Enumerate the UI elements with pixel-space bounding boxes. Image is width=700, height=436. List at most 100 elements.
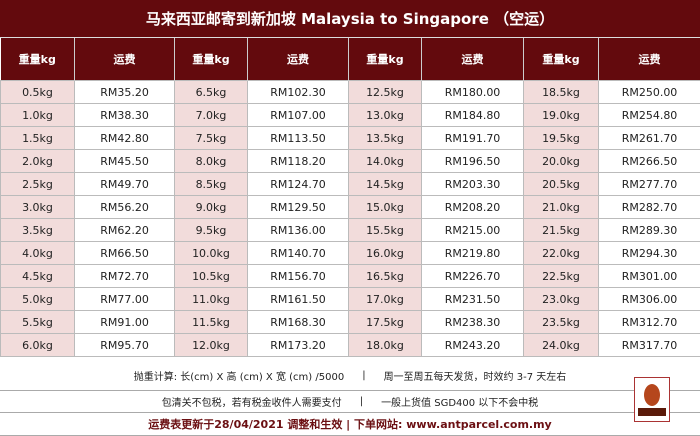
weight-cell: 19.5kg: [523, 126, 599, 150]
price-cell: RM91.00: [74, 310, 175, 334]
shipping-schedule: 周一至周五每天发货，时效约 3-7 天左右: [383, 371, 567, 383]
price-cell: RM180.00: [421, 80, 524, 104]
tax-threshold: 一般上货值 SGD400 以下不会中税: [381, 398, 539, 409]
weight-cell: 5.5kg: [0, 310, 75, 334]
weight-cell: 20.5kg: [523, 172, 599, 196]
price-cell: RM196.50: [421, 149, 524, 173]
separator: |: [359, 396, 364, 407]
weight-cell: 23.0kg: [523, 287, 599, 311]
weight-cell: 1.5kg: [0, 126, 75, 150]
weight-cell: 16.0kg: [348, 241, 422, 265]
weight-cell: 6.0kg: [0, 333, 75, 357]
weight-cell: 22.0kg: [523, 241, 599, 265]
weight-cell: 9.5kg: [174, 218, 248, 242]
price-cell: RM102.30: [247, 80, 349, 104]
weight-cell: 2.5kg: [0, 172, 75, 196]
price-cell: RM266.50: [598, 149, 700, 173]
price-cell: RM306.00: [598, 287, 700, 311]
price-cell: RM38.30: [74, 103, 175, 127]
page-title: 马来西亚邮寄到新加坡 Malaysia to Singapore （空运）: [0, 0, 700, 38]
table-row: 3.5kg RM62.20 9.5kg RM136.00 15.5kg RM215.00 2…: [0, 218, 700, 242]
table-row: 5.0kg RM77.00 11.0kg RM161.50 17.0kg RM231.50…: [0, 287, 700, 311]
weight-cell: 3.0kg: [0, 195, 75, 219]
table-row: 0.5kg RM35.20 6.5kg RM102.30 12.5kg RM180.00 1…: [0, 80, 700, 104]
price-cell: RM184.80: [421, 103, 524, 127]
price-cell: RM231.50: [421, 287, 524, 311]
weight-cell: 6.5kg: [174, 80, 248, 104]
weight-cell: 20.0kg: [523, 149, 599, 173]
table-row: 1.0kg RM38.30 7.0kg RM107.00 13.0kg RM184.80 1…: [0, 103, 700, 127]
weight-cell: 21.5kg: [523, 218, 599, 242]
table-row: 3.0kg RM56.20 9.0kg RM129.50 15.0kg RM208.20 2…: [0, 195, 700, 219]
weight-cell: 10.0kg: [174, 241, 248, 265]
price-cell: RM129.50: [247, 195, 349, 219]
price-cell: RM282.70: [598, 195, 700, 219]
weight-cell: 0.5kg: [0, 80, 75, 104]
price-cell: RM219.80: [421, 241, 524, 265]
weight-cell: 23.5kg: [523, 310, 599, 334]
weight-cell: 15.0kg: [348, 195, 422, 219]
column-header-weight: 重量kg: [348, 38, 422, 81]
separator: |: [362, 369, 366, 381]
price-cell: RM118.20: [247, 149, 349, 173]
price-cell: RM95.70: [74, 333, 175, 357]
weight-cell: 1.0kg: [0, 103, 75, 127]
price-cell: RM45.50: [74, 149, 175, 173]
weight-cell: 13.0kg: [348, 103, 422, 127]
column-header-price: 运费: [598, 38, 700, 81]
price-cell: RM238.30: [421, 310, 524, 334]
weight-cell: 11.0kg: [174, 287, 248, 311]
weight-cell: 22.5kg: [523, 264, 599, 288]
price-cell: RM243.20: [421, 333, 524, 357]
price-cell: RM312.70: [598, 310, 700, 334]
weight-cell: 21.0kg: [523, 195, 599, 219]
rate-table: 重量kg 运费 重量kg 运费 重量kg 运费 重量kg 运费 0.5kg RM35.20 6.5…: [0, 38, 700, 357]
price-cell: RM168.30: [247, 310, 349, 334]
weight-cell: 4.5kg: [0, 264, 75, 288]
price-cell: RM107.00: [247, 103, 349, 127]
footer-line-2: 包清关不包税，若有税金收件人需要支付 | 一般上货值 SGD400 以下不会中税: [0, 391, 700, 413]
weight-cell: 17.0kg: [348, 287, 422, 311]
price-cell: RM250.00: [598, 80, 700, 104]
table-row: 6.0kg RM95.70 12.0kg RM173.20 18.0kg RM243.20…: [0, 333, 700, 357]
price-cell: RM254.80: [598, 103, 700, 127]
table-row: 5.5kg RM91.00 11.5kg RM168.30 17.5kg RM238.30…: [0, 310, 700, 334]
weight-cell: 24.0kg: [523, 333, 599, 357]
price-cell: RM208.20: [421, 195, 524, 219]
weight-cell: 15.5kg: [348, 218, 422, 242]
price-cell: RM191.70: [421, 126, 524, 150]
weight-cell: 8.5kg: [174, 172, 248, 196]
weight-cell: 4.0kg: [0, 241, 75, 265]
price-cell: RM294.30: [598, 241, 700, 265]
weight-cell: 18.5kg: [523, 80, 599, 104]
column-header-weight: 重量kg: [174, 38, 248, 81]
price-cell: RM289.30: [598, 218, 700, 242]
column-header-price: 运费: [247, 38, 349, 81]
column-header-price: 运费: [421, 38, 524, 81]
weight-cell: 17.5kg: [348, 310, 422, 334]
column-header-weight: 重量kg: [0, 38, 75, 81]
price-cell: RM77.00: [74, 287, 175, 311]
footer-line-1: 抛重计算: 长(cm) X 高 (cm) X 宽 (cm) /5000 | 周一至周…: [0, 360, 700, 391]
price-cell: RM140.70: [247, 241, 349, 265]
ant-icon: [644, 383, 660, 406]
weight-cell: 2.0kg: [0, 149, 75, 173]
price-cell: RM317.70: [598, 333, 700, 357]
weight-cell: 16.5kg: [348, 264, 422, 288]
price-cell: RM156.70: [247, 264, 349, 288]
weight-cell: 12.0kg: [174, 333, 248, 357]
price-cell: RM62.20: [74, 218, 175, 242]
price-cell: RM72.70: [74, 264, 175, 288]
weight-cell: 14.0kg: [348, 149, 422, 173]
weight-cell: 7.0kg: [174, 103, 248, 127]
weight-cell: 12.5kg: [348, 80, 422, 104]
price-cell: RM215.00: [421, 218, 524, 242]
weight-cell: 11.5kg: [174, 310, 248, 334]
price-cell: RM226.70: [421, 264, 524, 288]
price-cell: RM203.30: [421, 172, 524, 196]
table-row: 2.5kg RM49.70 8.5kg RM124.70 14.5kg RM203.30 2…: [0, 172, 700, 196]
weight-cell: 8.0kg: [174, 149, 248, 173]
footer-line-3: 运费表更新于28/04/2021 调整和生效 | 下单网站: www.antpa…: [0, 413, 700, 436]
weight-cell: 5.0kg: [0, 287, 75, 311]
price-cell: RM173.20: [247, 333, 349, 357]
